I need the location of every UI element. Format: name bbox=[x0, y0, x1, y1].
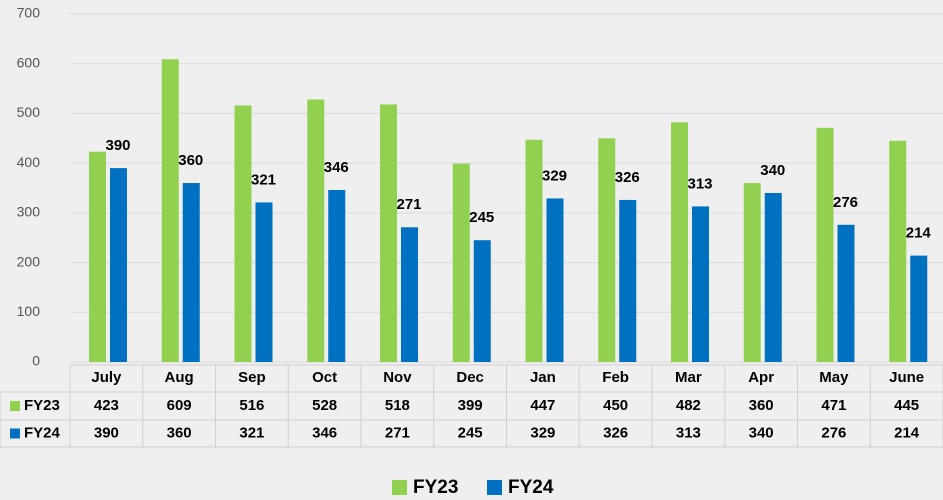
bar bbox=[161, 59, 179, 363]
y-tick-label: 600 bbox=[17, 54, 41, 70]
legend-key bbox=[487, 480, 502, 495]
bar bbox=[619, 199, 637, 362]
y-tick-label: 500 bbox=[17, 104, 41, 120]
bar bbox=[328, 189, 346, 362]
data-label: 245 bbox=[469, 209, 494, 226]
bar bbox=[764, 192, 782, 362]
data-label: 329 bbox=[542, 167, 567, 184]
x-tick-label: Dec bbox=[456, 369, 484, 386]
x-tick-label: Nov bbox=[383, 369, 412, 386]
x-tick-label: Sep bbox=[238, 369, 266, 386]
x-tick-label: Apr bbox=[748, 369, 774, 386]
data-label: 390 bbox=[105, 137, 130, 154]
table-cell: 609 bbox=[167, 397, 192, 414]
table-row-label: FY24 bbox=[24, 424, 61, 441]
legend-key bbox=[392, 480, 407, 495]
bar bbox=[255, 202, 273, 362]
bar bbox=[692, 206, 709, 362]
table-cell: 518 bbox=[385, 397, 410, 414]
bar bbox=[671, 122, 688, 363]
table-cell: 447 bbox=[530, 397, 555, 414]
bar bbox=[307, 99, 325, 362]
table-cell: 276 bbox=[821, 424, 846, 441]
x-tick-label: Aug bbox=[165, 369, 194, 386]
data-label: 360 bbox=[178, 152, 203, 169]
bar bbox=[743, 183, 761, 362]
table-cell: 482 bbox=[676, 397, 701, 414]
table-cell: 245 bbox=[458, 424, 483, 441]
bar bbox=[473, 240, 491, 362]
table-row-label: FY23 bbox=[24, 397, 60, 414]
y-tick-label: 200 bbox=[17, 253, 41, 269]
x-tick-label: June bbox=[889, 369, 924, 386]
bar bbox=[380, 104, 397, 362]
table-cell: 360 bbox=[167, 424, 192, 441]
y-tick-label: 0 bbox=[32, 353, 40, 369]
bar bbox=[401, 227, 418, 362]
table-legend-key bbox=[10, 401, 20, 411]
table-cell: 471 bbox=[821, 397, 846, 414]
data-label: 271 bbox=[396, 196, 421, 213]
x-tick-label: Mar bbox=[675, 369, 702, 386]
table-cell: 271 bbox=[385, 424, 410, 441]
table-cell: 450 bbox=[603, 397, 628, 414]
y-tick-label: 400 bbox=[17, 154, 41, 170]
table-cell: 390 bbox=[94, 424, 119, 441]
bar bbox=[182, 183, 200, 362]
table-cell: 340 bbox=[749, 424, 774, 441]
data-label: 326 bbox=[615, 169, 640, 186]
table-cell: 528 bbox=[312, 397, 337, 414]
data-label: 321 bbox=[251, 171, 276, 188]
bar bbox=[816, 127, 834, 363]
table-cell: 423 bbox=[94, 397, 119, 414]
table-cell: 321 bbox=[239, 424, 264, 441]
bar bbox=[234, 105, 252, 362]
bar bbox=[525, 139, 543, 362]
data-label: 340 bbox=[760, 162, 785, 179]
table-legend-key bbox=[10, 428, 20, 439]
y-tick-label: 300 bbox=[17, 204, 41, 220]
table-cell: 313 bbox=[676, 424, 701, 441]
data-label: 214 bbox=[906, 225, 932, 242]
table-cell: 360 bbox=[749, 397, 774, 414]
bar bbox=[837, 224, 855, 362]
bar bbox=[598, 138, 616, 362]
x-tick-label: Jan bbox=[530, 369, 556, 386]
data-label: 313 bbox=[687, 175, 712, 192]
bar bbox=[910, 255, 928, 362]
table-cell: 346 bbox=[312, 424, 337, 441]
bar bbox=[110, 168, 127, 362]
legend-label: FY23 bbox=[413, 477, 458, 498]
table-cell: 445 bbox=[894, 397, 919, 414]
bar bbox=[889, 140, 907, 362]
x-tick-label: May bbox=[819, 369, 849, 386]
table-cell: 214 bbox=[894, 424, 920, 441]
data-label: 276 bbox=[833, 194, 858, 211]
x-tick-label: July bbox=[91, 369, 122, 386]
data-label: 346 bbox=[324, 159, 349, 176]
bar bbox=[546, 198, 564, 362]
table-cell: 329 bbox=[530, 424, 555, 441]
table-cell: 516 bbox=[239, 397, 264, 414]
bar bbox=[89, 151, 106, 362]
table-cell: 326 bbox=[603, 424, 628, 441]
table-cell: 399 bbox=[458, 397, 483, 414]
y-tick-label: 100 bbox=[17, 303, 41, 319]
x-tick-label: Oct bbox=[312, 369, 337, 386]
bar bbox=[452, 163, 470, 362]
legend-label: FY24 bbox=[508, 477, 554, 498]
x-tick-label: Feb bbox=[602, 369, 629, 386]
y-tick-label: 700 bbox=[17, 5, 41, 21]
